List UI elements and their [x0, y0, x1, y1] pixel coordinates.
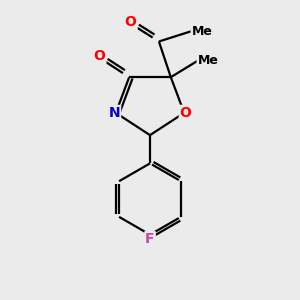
Text: F: F	[145, 232, 155, 246]
Text: Me: Me	[197, 54, 218, 67]
Text: N: N	[109, 106, 120, 120]
Text: O: O	[125, 15, 136, 29]
Text: O: O	[180, 106, 192, 120]
Text: Me: Me	[192, 25, 212, 38]
Text: O: O	[94, 50, 105, 63]
